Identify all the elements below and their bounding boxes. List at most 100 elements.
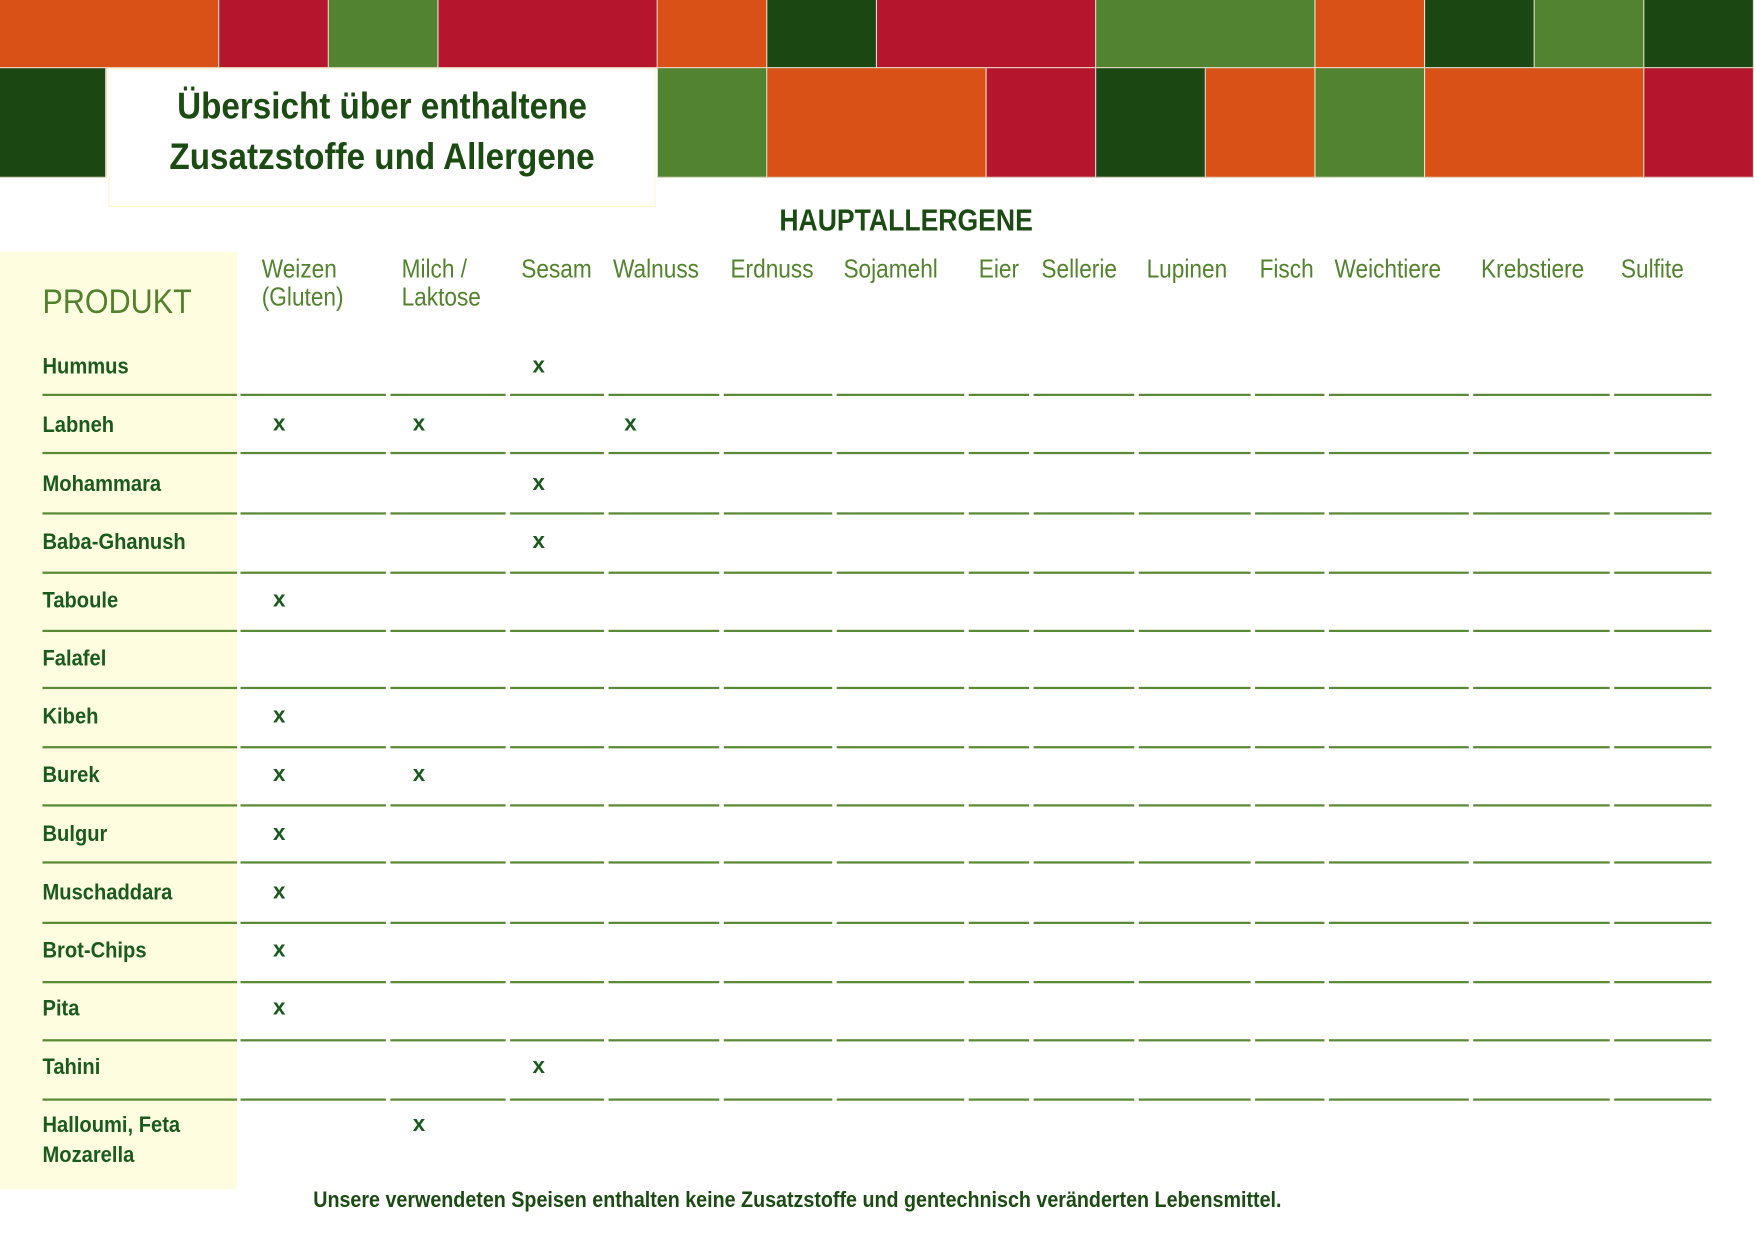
row-divider <box>390 1098 506 1101</box>
row-divider <box>1614 981 1712 984</box>
row-divider <box>723 861 833 864</box>
row-divider <box>510 921 605 924</box>
row-divider <box>723 1039 833 1042</box>
row-divider <box>1033 571 1135 574</box>
row-divider <box>608 804 720 807</box>
row-divider <box>1473 861 1610 864</box>
title-line-2: Zusatzstoffe und Allergene <box>169 135 595 177</box>
row-divider <box>836 1039 965 1042</box>
row-divider <box>1255 512 1325 515</box>
row-divider <box>968 804 1030 807</box>
row-divider <box>1033 686 1135 690</box>
allergen-header: Sulfite <box>1620 253 1684 284</box>
allergen-mark: x <box>272 761 286 787</box>
row-divider <box>1255 1039 1325 1042</box>
color-tile <box>438 0 658 69</box>
row-divider <box>42 746 238 749</box>
row-divider <box>968 393 1030 396</box>
row-divider <box>968 1098 1030 1101</box>
row-divider <box>1138 861 1251 864</box>
row-divider <box>723 921 833 924</box>
allergen-mark: x <box>412 411 426 437</box>
row-divider <box>1328 861 1469 864</box>
row-divider <box>510 981 605 984</box>
row-divider <box>968 512 1030 515</box>
row-divider <box>1138 686 1251 690</box>
row-divider <box>968 629 1030 633</box>
row-divider <box>608 861 720 864</box>
row-divider <box>1614 1039 1712 1042</box>
row-divider <box>723 451 833 455</box>
row-divider <box>240 451 386 455</box>
product-name: Baba-Ghanush <box>42 530 186 555</box>
allergen-header: Sellerie <box>1041 253 1117 284</box>
row-divider <box>240 746 386 749</box>
allergen-header: Sesam <box>521 253 592 284</box>
row-divider <box>968 861 1030 864</box>
row-divider <box>608 629 720 633</box>
product-name: Taboule <box>42 588 119 614</box>
allergen-mark: x <box>272 937 286 963</box>
row-divider <box>1033 804 1135 807</box>
product-name: Kibeh <box>42 704 99 730</box>
row-divider <box>390 921 506 924</box>
row-divider <box>1033 746 1135 749</box>
allergen-header: Eier <box>978 253 1020 284</box>
allergen-mark: x <box>272 995 286 1021</box>
color-tile <box>1425 0 1535 69</box>
row-divider <box>1473 571 1610 574</box>
footer-note: Unsere verwendeten Speisen enthalten kei… <box>313 1187 1282 1213</box>
row-divider <box>1138 746 1251 749</box>
color-tile <box>1096 0 1316 69</box>
row-divider <box>510 629 605 633</box>
product-name: Hummus <box>42 354 129 380</box>
allergen-mark: x <box>272 821 286 846</box>
row-divider <box>240 1039 386 1042</box>
row-divider <box>1033 1039 1135 1042</box>
product-name: Muschaddara <box>42 880 173 905</box>
row-divider <box>510 512 605 515</box>
row-divider <box>42 1098 238 1101</box>
product-name: Falafel <box>42 646 107 672</box>
row-divider <box>608 1098 720 1101</box>
row-divider <box>836 921 965 924</box>
product-column-panel <box>0 251 238 1190</box>
row-divider <box>968 686 1030 690</box>
row-divider <box>42 686 238 690</box>
color-tile <box>1096 68 1206 178</box>
allergen-header: Lupinen <box>1146 253 1228 284</box>
row-divider <box>1138 512 1251 515</box>
row-divider <box>1328 1039 1469 1042</box>
row-divider <box>968 1039 1030 1042</box>
allergen-mark: x <box>272 587 286 612</box>
row-divider <box>510 393 605 396</box>
row-divider <box>240 629 386 633</box>
row-divider <box>1473 629 1610 633</box>
row-divider <box>42 451 238 455</box>
row-divider <box>1328 746 1469 749</box>
product-name: Labneh <box>42 412 115 438</box>
row-divider <box>608 393 720 396</box>
row-divider <box>390 393 506 396</box>
title-line-1: Übersicht über enthaltene <box>177 85 587 127</box>
row-divider <box>1138 571 1251 574</box>
color-tile <box>328 0 439 69</box>
product-name: Brot-Chips <box>42 938 147 964</box>
allergen-header: Erdnuss <box>730 253 814 284</box>
row-divider <box>510 746 605 749</box>
row-divider <box>42 393 238 396</box>
row-divider <box>968 571 1030 574</box>
product-name: Mohammara <box>42 472 162 497</box>
row-divider <box>1328 686 1469 690</box>
allergen-header: Weizen (Gluten) <box>261 253 344 311</box>
product-name: Pita <box>42 996 80 1022</box>
row-divider <box>723 981 833 984</box>
product-name: Burek <box>42 762 100 788</box>
row-divider <box>836 686 965 690</box>
color-tile <box>1644 0 1754 69</box>
allergen-header: Fisch <box>1259 253 1314 284</box>
row-divider <box>42 861 238 864</box>
allergen-header: Milch / Laktose <box>401 253 481 311</box>
row-divider <box>240 571 386 574</box>
row-divider <box>836 746 965 749</box>
